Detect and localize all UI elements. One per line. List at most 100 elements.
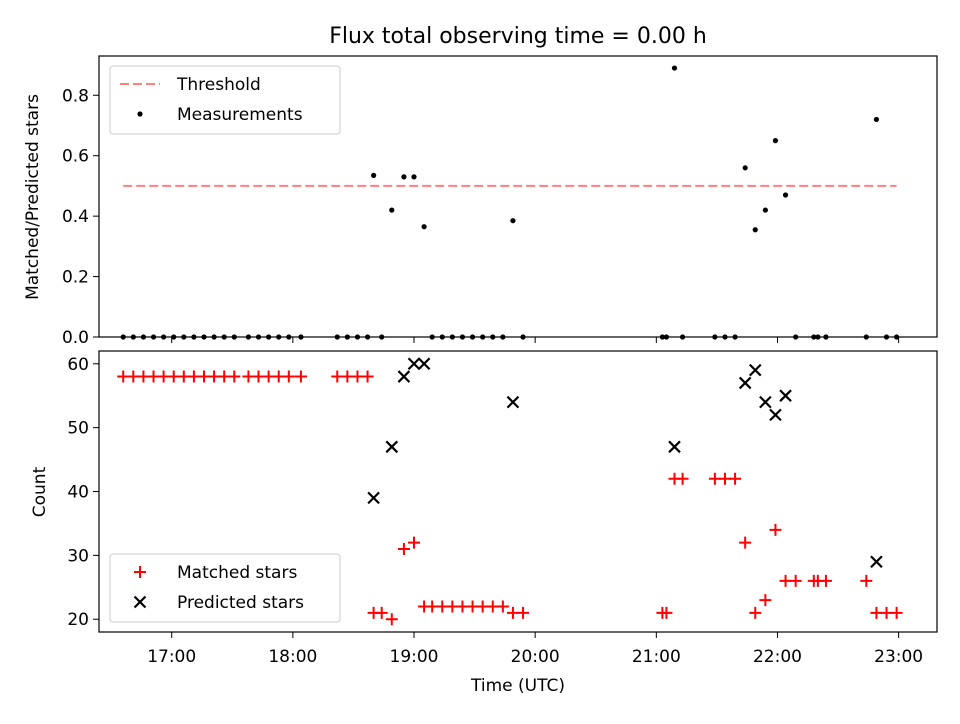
bottom-legend: Matched stars Predicted stars bbox=[109, 553, 341, 623]
matched-stars-point bbox=[157, 370, 170, 383]
measurements-point bbox=[421, 224, 427, 230]
matched-stars-point bbox=[117, 370, 130, 383]
top-chart-y-axis-label: Matched/Predicted stars bbox=[23, 94, 43, 300]
bottom-x-tick-label: 22:00 bbox=[753, 647, 802, 667]
predicted-stars-point bbox=[769, 408, 782, 422]
measurements-point bbox=[401, 174, 407, 180]
bottom-chart-plot-area: 20 30 40 50 60 17:00 18:00 19:00 20:00 21:00 22:00… bbox=[67, 350, 938, 667]
predicted-stars-point bbox=[367, 491, 380, 505]
bottom-x-tick-label: 20:00 bbox=[511, 647, 560, 667]
measurements-point bbox=[782, 192, 789, 198]
bottom-x-tick-label: 21:00 bbox=[632, 647, 681, 667]
matched-stars-point bbox=[466, 600, 479, 613]
measurements-point bbox=[752, 227, 758, 233]
matched-stars-point bbox=[167, 370, 180, 383]
matched-stars-point bbox=[294, 370, 307, 383]
matched-stars-point bbox=[506, 606, 519, 619]
matched-stars-point bbox=[446, 600, 459, 613]
predicted-stars-point bbox=[668, 440, 681, 454]
bottom-x-tick-label: 23:00 bbox=[874, 647, 923, 667]
matched-stars-point bbox=[397, 542, 410, 555]
matched-stars-point bbox=[749, 606, 762, 619]
bottom-legend-box bbox=[109, 553, 341, 623]
predicted-stars-point bbox=[407, 357, 421, 371]
measurements-point bbox=[772, 138, 779, 144]
matched-stars-point bbox=[385, 613, 398, 626]
matched-stars-point bbox=[676, 472, 689, 485]
matched-stars-point bbox=[486, 600, 499, 613]
matched-stars-point bbox=[341, 370, 354, 383]
matched-stars-point bbox=[361, 370, 374, 383]
bottom-y-tick-label: 50 bbox=[67, 419, 89, 439]
bottom-axes-frame bbox=[98, 350, 938, 633]
matched-stars-point bbox=[890, 606, 903, 619]
legend-matched-handle bbox=[134, 566, 146, 578]
matched-stars-point bbox=[137, 370, 150, 383]
predicted-stars-point bbox=[738, 376, 752, 390]
matched-stars-point bbox=[282, 370, 295, 383]
top-legend-box bbox=[109, 65, 341, 135]
matched-stars-point bbox=[177, 370, 190, 383]
bottom-x-tick-label: 18:00 bbox=[268, 647, 317, 667]
predicted-stars-point bbox=[506, 395, 520, 409]
predicted-stars-point bbox=[397, 370, 411, 383]
bottom-legend-label: Matched stars bbox=[177, 563, 297, 583]
top-y-tick-label: 0.6 bbox=[62, 147, 89, 167]
top-chart-title: Flux total observing time = 0.00 h bbox=[329, 24, 707, 49]
matched-stars-point bbox=[789, 574, 802, 587]
matched-stars-point bbox=[729, 472, 742, 485]
matched-stars-point bbox=[147, 370, 160, 383]
matched-stars-point bbox=[870, 606, 883, 619]
measurements-point bbox=[371, 172, 377, 178]
measurements-point bbox=[762, 207, 768, 213]
matched-stars-point bbox=[242, 370, 255, 383]
matched-stars-point bbox=[496, 600, 509, 613]
top-y-tick-label: 0.4 bbox=[62, 207, 89, 227]
bottom-x-tick-label: 17:00 bbox=[147, 647, 196, 667]
bottom-chart-x-axis-label: Time (UTC) bbox=[470, 676, 565, 696]
matched-stars-point bbox=[272, 370, 285, 383]
top-y-tick-label: 0.8 bbox=[62, 86, 89, 106]
top-legend-label: Measurements bbox=[177, 105, 303, 125]
matched-stars-point bbox=[517, 606, 530, 619]
measurements-point bbox=[510, 218, 516, 224]
matched-stars-point bbox=[739, 536, 752, 549]
legend-measurements-handle bbox=[137, 111, 143, 117]
matched-stars-point bbox=[127, 370, 140, 383]
top-axes-frame bbox=[98, 55, 938, 338]
measurements-point bbox=[671, 65, 678, 71]
matched-stars-point bbox=[218, 370, 231, 383]
measurements-point bbox=[873, 116, 880, 123]
matched-stars-point bbox=[476, 600, 489, 613]
predicted-stars-point bbox=[417, 357, 431, 371]
bottom-y-tick-label: 30 bbox=[67, 546, 89, 566]
measurements-point bbox=[389, 207, 395, 213]
matched-stars-point bbox=[187, 370, 200, 383]
matched-stars-point bbox=[456, 600, 469, 613]
predicted-stars-point bbox=[385, 440, 399, 454]
matched-stars-point bbox=[436, 600, 449, 613]
bottom-chart-y-axis-label: Count bbox=[30, 466, 50, 517]
matched-stars-point bbox=[198, 370, 211, 383]
matched-stars-point bbox=[228, 370, 241, 383]
measurements-point bbox=[411, 174, 417, 180]
legend-predicted-handle bbox=[133, 595, 147, 609]
matched-stars-point bbox=[769, 523, 782, 536]
matched-stars-point bbox=[262, 370, 275, 383]
bottom-y-tick-label: 60 bbox=[67, 355, 89, 375]
predicted-stars-point bbox=[870, 555, 883, 569]
matched-stars-point bbox=[880, 606, 893, 619]
matched-stars-point bbox=[660, 606, 673, 619]
matched-stars-point bbox=[759, 594, 772, 607]
top-y-tick-label: 0.2 bbox=[62, 268, 89, 288]
matched-stars-point bbox=[408, 536, 421, 549]
matched-stars-point bbox=[819, 574, 832, 587]
matched-stars-point bbox=[718, 472, 731, 485]
matched-stars-point bbox=[208, 370, 221, 383]
matched-stars-point bbox=[426, 600, 439, 613]
predicted-stars-point bbox=[748, 363, 762, 377]
top-legend-label: Threshold bbox=[176, 75, 261, 95]
matched-stars-point bbox=[375, 606, 388, 619]
